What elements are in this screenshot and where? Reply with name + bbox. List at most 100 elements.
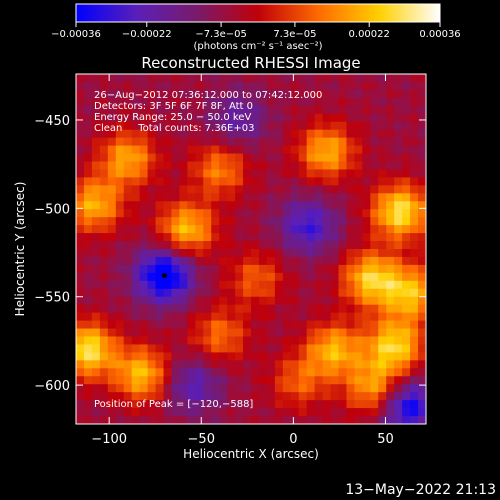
heatmap-cell [211, 201, 220, 210]
heatmap-cell [274, 288, 284, 298]
heatmap-cell [179, 129, 188, 139]
heatmap-cell [219, 185, 228, 194]
heatmap-cell [282, 296, 292, 306]
heatmap-cell [115, 280, 125, 290]
heatmap-cell [131, 392, 141, 401]
heatmap-cell [76, 209, 85, 218]
heatmap-cell [274, 296, 284, 306]
heatmap-cell [163, 264, 172, 274]
heatmap-cell [402, 384, 411, 393]
heatmap-cell [155, 225, 164, 234]
heatmap-cell [402, 233, 411, 242]
heatmap-cell [147, 121, 156, 131]
heatmap-cell [251, 121, 260, 131]
heatmap-cell [378, 312, 387, 321]
heatmap-cell [330, 129, 339, 139]
heatmap-cell [314, 169, 323, 178]
heatmap-cell [354, 328, 363, 337]
heatmap-cell [163, 288, 172, 298]
heatmap-cell [179, 400, 188, 409]
heatmap-cell [354, 137, 363, 146]
heatmap-cell [163, 241, 172, 250]
heatmap-cell [370, 416, 379, 425]
heatmap-cell [139, 169, 148, 178]
heatmap-cell [147, 209, 156, 218]
heatmap-cell [362, 113, 371, 123]
heatmap-cell [147, 217, 156, 226]
heatmap-cell [91, 81, 101, 91]
heatmap-cell [147, 137, 156, 146]
heatmap-cell [155, 105, 164, 115]
heatmap-cell [139, 121, 148, 131]
heatmap-cell [410, 408, 419, 417]
heatmap-cell [243, 264, 252, 274]
heatmap-cell [187, 161, 196, 170]
heatmap-cell [107, 400, 117, 409]
heatmap-cell [227, 352, 236, 361]
heatmap-cell [83, 416, 93, 425]
heatmap-cell [131, 249, 141, 258]
heatmap-cell [203, 344, 212, 353]
heatmap-cell [330, 233, 339, 242]
heatmap-cell [378, 304, 387, 314]
heatmap-cell [107, 376, 117, 385]
heatmap-cell [219, 288, 228, 298]
heatmap-cell [322, 256, 331, 266]
heatmap-cell [155, 280, 164, 290]
heatmap-cell [171, 360, 180, 369]
heatmap-cell [195, 272, 204, 282]
heatmap-cell [243, 177, 252, 186]
heatmap-cell [378, 209, 387, 218]
heatmap-cell [76, 312, 85, 321]
heatmap-cell [115, 336, 125, 345]
heatmap-cell [163, 272, 172, 282]
heatmap-cell [99, 241, 109, 250]
heatmap-cell [322, 105, 331, 115]
heatmap-cell [274, 304, 284, 314]
heatmap-cell [115, 185, 125, 194]
heatmap-cell [147, 193, 156, 202]
heatmap-cell [155, 304, 164, 314]
heatmap-cell [203, 408, 212, 417]
heatmap-cell [418, 121, 427, 131]
heatmap-cell [91, 272, 101, 282]
heatmap-cell [258, 201, 268, 210]
heatmap-cell [187, 113, 196, 123]
heatmap-cell [418, 288, 427, 298]
heatmap-cell [211, 288, 220, 298]
heatmap-cell [147, 74, 156, 83]
heatmap-cell [354, 264, 363, 274]
heatmap-cell [76, 105, 85, 115]
heatmap-cell [251, 360, 260, 369]
heatmap-cell [123, 129, 133, 139]
heatmap-cell [402, 336, 411, 345]
heatmap-cell [171, 392, 180, 401]
heatmap-cell [115, 320, 125, 329]
heatmap-cell [83, 145, 93, 154]
heatmap-cell [91, 137, 101, 146]
heatmap-cell [370, 304, 379, 314]
heatmap-cell [386, 81, 395, 91]
heatmap-cell [99, 256, 109, 266]
heatmap-cell [179, 121, 188, 131]
heatmap-cell [147, 360, 156, 369]
heatmap-cell [227, 416, 236, 425]
heatmap-cell [314, 241, 323, 250]
heatmap-cell [274, 209, 284, 218]
heatmap-cell [274, 153, 284, 162]
heatmap-cell [378, 225, 387, 234]
heatmap-cell [410, 384, 419, 393]
heatmap-cell [410, 264, 419, 274]
heatmap-cell [211, 233, 220, 242]
heatmap-cell [227, 89, 236, 99]
heatmap-cell [282, 97, 292, 107]
heatmap-cell [91, 392, 101, 401]
heatmap-cell [155, 296, 164, 306]
heatmap-cell [155, 217, 164, 226]
heatmap-cell [235, 74, 244, 83]
heatmap-cell [227, 169, 236, 178]
heatmap-cell [91, 121, 101, 131]
heatmap-cell [290, 129, 300, 139]
heatmap-cell [394, 74, 403, 83]
heatmap-cell [76, 400, 85, 409]
